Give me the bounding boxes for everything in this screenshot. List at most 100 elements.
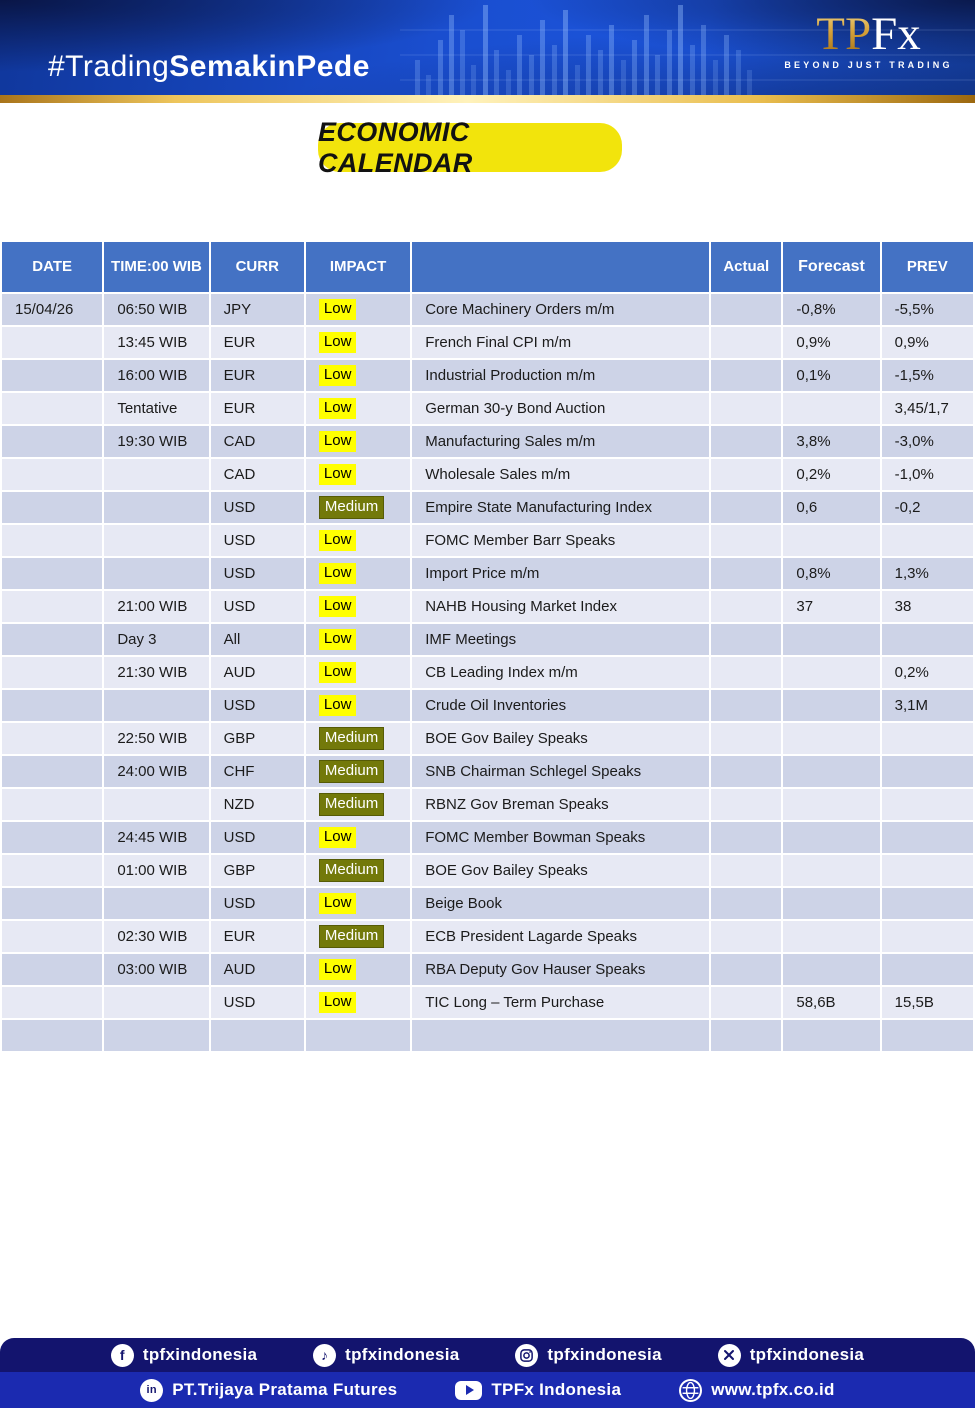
cell-event: RBA Deputy Gov Hauser Speaks bbox=[412, 954, 710, 985]
cell-impact: Low bbox=[305, 459, 411, 490]
cell-actual bbox=[711, 822, 782, 853]
cell-event: Empire State Manufacturing Index bbox=[412, 492, 710, 523]
table-row: USD Low Crude Oil Inventories 3,1M bbox=[2, 690, 973, 721]
cell-time bbox=[104, 525, 209, 556]
social-link-youtube[interactable]: TPFx Indonesia bbox=[455, 1380, 621, 1400]
cell-forecast bbox=[783, 789, 880, 820]
social-link-label: www.tpfx.co.id bbox=[711, 1380, 835, 1399]
cell-forecast bbox=[783, 525, 880, 556]
cell-forecast bbox=[783, 855, 880, 886]
cell-impact: Medium bbox=[305, 723, 411, 754]
cell-actual bbox=[711, 723, 782, 754]
cell-date bbox=[2, 624, 103, 655]
cell-date bbox=[2, 591, 103, 622]
social-link-label: tpfxindonesia bbox=[345, 1345, 460, 1364]
table-row: USD Low Beige Book bbox=[2, 888, 973, 919]
cell-actual bbox=[711, 1020, 782, 1051]
cell-event: German 30-y Bond Auction bbox=[412, 393, 710, 424]
impact-badge: Low bbox=[318, 530, 357, 551]
cell-curr: USD bbox=[210, 492, 304, 523]
cell-forecast: 58,6B bbox=[783, 987, 880, 1018]
cell-event: RBNZ Gov Breman Speaks bbox=[412, 789, 710, 820]
cell-prev: 1,3% bbox=[881, 558, 973, 589]
cell-prev bbox=[881, 855, 973, 886]
table-row: 24:45 WIB USD Low FOMC Member Bowman Speaks bbox=[2, 822, 973, 853]
social-link-linkedin[interactable]: in PT.Trijaya Pratama Futures bbox=[140, 1378, 397, 1402]
cell-actual bbox=[711, 921, 782, 952]
cell-actual bbox=[711, 492, 782, 523]
cell-actual bbox=[711, 426, 782, 457]
cell-event: FOMC Member Bowman Speaks bbox=[412, 822, 710, 853]
cell-forecast: 3,8% bbox=[783, 426, 880, 457]
cell-date bbox=[2, 855, 103, 886]
col-header-impact: IMPACT bbox=[305, 242, 411, 292]
table-row: 15/04/26 06:50 WIB JPY Low Core Machinery Or… bbox=[2, 294, 973, 325]
cell-forecast: -0,8% bbox=[783, 294, 880, 325]
cell-time bbox=[104, 888, 209, 919]
cell-curr: USD bbox=[210, 888, 304, 919]
cell-date bbox=[2, 888, 103, 919]
cell-prev bbox=[881, 1020, 973, 1051]
cell-curr: EUR bbox=[210, 360, 304, 391]
table-row: USD Low TIC Long – Term Purchase 58,6B 15,5B bbox=[2, 987, 973, 1018]
economic-calendar-table: DATE TIME:00 WIB CURR IMPACT Actual Forecast P… bbox=[0, 240, 975, 1053]
cell-impact: Low bbox=[305, 624, 411, 655]
cell-curr: CHF bbox=[210, 756, 304, 787]
cell-time: 21:30 WIB bbox=[104, 657, 209, 688]
cell-impact: Low bbox=[305, 987, 411, 1018]
top-banner: #TradingSemakinPede TPFx BEYOND JUST TRA… bbox=[0, 0, 975, 95]
impact-badge: Low bbox=[318, 596, 357, 617]
cell-time bbox=[104, 492, 209, 523]
cell-forecast: 0,9% bbox=[783, 327, 880, 358]
cell-date bbox=[2, 492, 103, 523]
cell-impact: Medium bbox=[305, 492, 411, 523]
cell-event: NAHB Housing Market Index bbox=[412, 591, 710, 622]
impact-badge: Low bbox=[318, 662, 357, 683]
page-title-label: ECONOMIC CALENDAR bbox=[318, 116, 473, 178]
cell-forecast bbox=[783, 921, 880, 952]
cell-actual bbox=[711, 690, 782, 721]
cell-curr: CAD bbox=[210, 426, 304, 457]
cell-prev: -1,5% bbox=[881, 360, 973, 391]
youtube-icon bbox=[455, 1380, 483, 1400]
social-link-tiktok[interactable]: ♪ tpfxindonesia bbox=[313, 1343, 460, 1367]
table-row: CAD Low Wholesale Sales m/m 0,2% -1,0% bbox=[2, 459, 973, 490]
impact-badge: Low bbox=[318, 431, 357, 452]
social-link-facebook[interactable]: f tpfxindonesia bbox=[110, 1343, 257, 1367]
cell-forecast: 0,8% bbox=[783, 558, 880, 589]
cell-date bbox=[2, 426, 103, 457]
cell-event: ECB President Lagarde Speaks bbox=[412, 921, 710, 952]
facebook-icon: f bbox=[110, 1343, 134, 1367]
col-header-actual: Actual bbox=[711, 242, 782, 292]
cell-event: Crude Oil Inventories bbox=[412, 690, 710, 721]
cell-date bbox=[2, 690, 103, 721]
social-link-globe[interactable]: www.tpfx.co.id bbox=[679, 1378, 835, 1402]
cell-time bbox=[104, 558, 209, 589]
cell-time bbox=[104, 1020, 209, 1051]
social-link-x[interactable]: tpfxindonesia bbox=[717, 1343, 864, 1367]
cell-actual bbox=[711, 657, 782, 688]
cell-prev bbox=[881, 756, 973, 787]
social-link-label: TPFx Indonesia bbox=[491, 1380, 622, 1399]
cell-prev bbox=[881, 723, 973, 754]
cell-curr: All bbox=[210, 624, 304, 655]
cell-prev: -3,0% bbox=[881, 426, 973, 457]
page-title: ECONOMIC CALENDAR bbox=[318, 117, 622, 178]
table-row: 22:50 WIB GBP Medium BOE Gov Bailey Speaks bbox=[2, 723, 973, 754]
cell-date bbox=[2, 393, 103, 424]
cell-forecast bbox=[783, 657, 880, 688]
cell-forecast: 37 bbox=[783, 591, 880, 622]
cell-curr: GBP bbox=[210, 855, 304, 886]
cell-event: TIC Long – Term Purchase bbox=[412, 987, 710, 1018]
cell-event: BOE Gov Bailey Speaks bbox=[412, 855, 710, 886]
cell-event: Industrial Production m/m bbox=[412, 360, 710, 391]
cell-impact bbox=[305, 1020, 411, 1051]
cell-curr: USD bbox=[210, 822, 304, 853]
social-link-instagram[interactable]: tpfxindonesia bbox=[515, 1343, 662, 1367]
chart-bars-graphic bbox=[400, 5, 975, 95]
cell-prev bbox=[881, 789, 973, 820]
col-header-date: DATE bbox=[2, 242, 103, 292]
cell-time: 24:00 WIB bbox=[104, 756, 209, 787]
impact-badge: Low bbox=[318, 629, 357, 650]
table-header-row: DATE TIME:00 WIB CURR IMPACT Actual Forecast P… bbox=[2, 242, 973, 292]
